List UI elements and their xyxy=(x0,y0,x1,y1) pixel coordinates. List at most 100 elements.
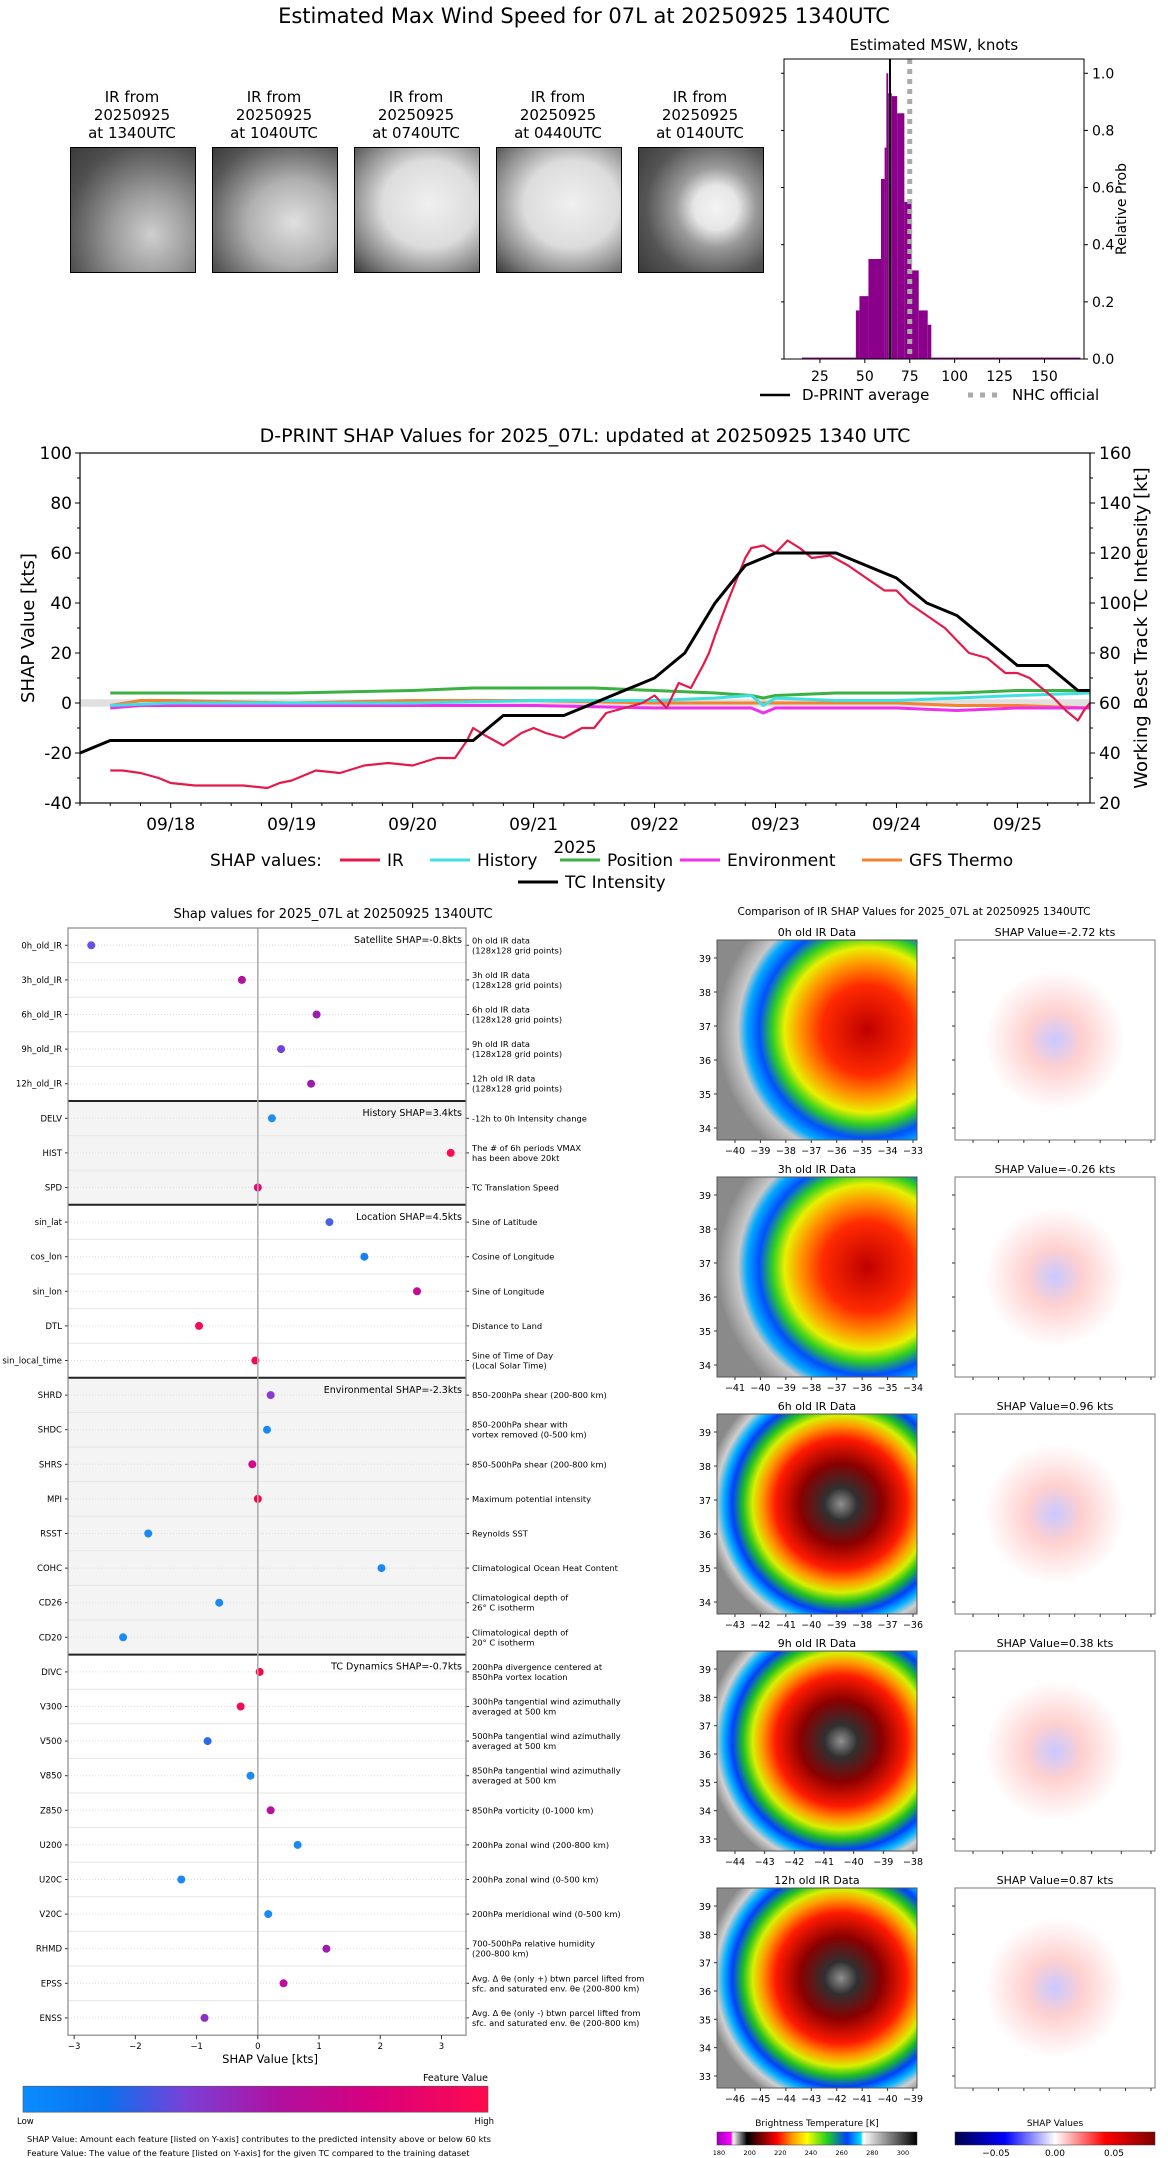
timeseries-title: D-PRINT SHAP Values for 2025_07L: update… xyxy=(260,425,911,447)
ytick-label: 60 xyxy=(50,544,72,564)
feature-name: SPD xyxy=(45,1184,63,1194)
main-title: Estimated Max Wind Speed for 07L at 2025… xyxy=(278,4,890,28)
ir-xtick-label: −41 xyxy=(814,1857,834,1868)
histogram-xtick-label: 25 xyxy=(811,369,829,385)
ir-panel-image xyxy=(716,1176,918,1378)
feature-xtick-label: 0 xyxy=(255,2042,260,2052)
feature-name: CD26 xyxy=(39,1599,62,1609)
timeseries-xlabel: 2025 xyxy=(553,838,596,858)
bt-colorbar-tick: 200 xyxy=(743,2149,755,2157)
bt-colorbar xyxy=(716,2131,918,2146)
ir-ytick-label: 34 xyxy=(699,1361,711,1372)
ir-ytick-label: 36 xyxy=(699,1293,711,1304)
feature-shap-dot xyxy=(264,1910,273,1919)
shap-timeseries-chart: D-PRINT SHAP Values for 2025_07L: update… xyxy=(18,425,1152,893)
shap-panel-image xyxy=(954,1650,1156,1852)
feature-description: 0h old IR data xyxy=(472,935,530,945)
feature-shap-dot xyxy=(263,1425,271,1434)
feature-description: 850-200hPa shear with xyxy=(472,1420,568,1430)
ir-thumbnail-label: IR from 20250925 at 0440UTC xyxy=(514,88,602,142)
histogram-bar xyxy=(859,296,869,359)
ir-xtick-label: −40 xyxy=(801,1620,821,1631)
ir-thumbnail-label: IR from 20250925 at 1340UTC xyxy=(88,88,176,142)
feature-shap-dot xyxy=(293,1840,302,1849)
ir-xtick-label: −41 xyxy=(852,2094,872,2105)
feature-colorbar-title: Feature Value xyxy=(423,2073,488,2084)
feature-description: 6h old IR data xyxy=(472,1005,530,1015)
ir-panel-image xyxy=(716,1887,918,2089)
feature-name: RHMD xyxy=(36,1945,63,1955)
feature-shap-dot xyxy=(266,1391,275,1400)
ir-ytick-label: 35 xyxy=(699,1090,711,1101)
ir-panel-image xyxy=(716,939,918,1141)
ir-thumbnail-label: IR from 20250925 at 1040UTC xyxy=(230,88,318,142)
xtick-label: 09/23 xyxy=(751,815,800,835)
legend-label-tc-intensity: TC Intensity xyxy=(564,873,666,893)
ir-ytick-label: 34 xyxy=(699,1124,711,1135)
histogram-bar xyxy=(891,96,898,360)
histogram-ylabel: Relative Prob xyxy=(1114,163,1130,255)
ir-xtick-label: −46 xyxy=(725,2094,745,2105)
feature-shap-dot xyxy=(267,1114,276,1123)
ir-ytick-label: 35 xyxy=(699,2015,711,2026)
feature-description: has been above 20kt xyxy=(472,1153,560,1163)
feature-name: 0h_old_IR xyxy=(21,941,62,951)
feature-xtick-label: 3 xyxy=(439,2042,444,2052)
ir-ytick-label: 34 xyxy=(699,1807,711,1818)
ir-thumbnail-image xyxy=(70,147,196,273)
feature-description: 9h old IR data xyxy=(472,1039,530,1049)
ir-ytick-label: 38 xyxy=(699,1930,711,1941)
feature-name: DTL xyxy=(46,1322,63,1332)
feature-name: U200 xyxy=(40,1841,62,1851)
ir-panel-title: 12h old IR Data xyxy=(774,1874,859,1887)
ir-ytick-label: 33 xyxy=(699,2072,711,2083)
bt-colorbar-tick: 300 xyxy=(897,2149,909,2157)
feature-description: (128x128 grid points) xyxy=(472,980,562,990)
histogram-bar xyxy=(886,73,889,360)
xtick-label: 09/19 xyxy=(267,815,316,835)
feature-name: COHC xyxy=(37,1564,62,1574)
ir-xtick-label: −43 xyxy=(725,1620,745,1631)
histogram-bar xyxy=(801,357,856,359)
shap-panel-title: SHAP Value=-0.26 kts xyxy=(995,1163,1116,1176)
feature-shap-dot xyxy=(266,1806,275,1815)
histogram-bar xyxy=(868,259,882,359)
feature-name: V850 xyxy=(40,1772,62,1782)
ir-xtick-label: −42 xyxy=(750,1620,770,1631)
feature-description: 300hPa tangential wind azimuthally xyxy=(472,1697,621,1707)
feature-shap-dot xyxy=(195,1321,204,1330)
ytick-label: 100 xyxy=(40,444,72,464)
feature-name: DELV xyxy=(40,1114,62,1124)
xtick-label: 09/25 xyxy=(993,815,1042,835)
ir-thumbnail-label: IR from 20250925 at 0140UTC xyxy=(656,88,744,142)
feature-description: (128x128 grid points) xyxy=(472,1084,562,1094)
ir-xtick-label: −44 xyxy=(725,1857,745,1868)
feature-shap-dot xyxy=(325,1218,334,1227)
ir-xtick-label: −43 xyxy=(755,1857,775,1868)
feature-shap-dot xyxy=(446,1148,455,1157)
ir-xtick-label: −38 xyxy=(903,1857,923,1868)
histogram-ytick-label: 0.4 xyxy=(1092,238,1114,254)
feature-shap-dot xyxy=(177,1875,186,1884)
ir-xtick-label: −38 xyxy=(801,1383,821,1394)
histogram-xtick-label: 50 xyxy=(856,369,874,385)
y2tick-label: 80 xyxy=(1099,644,1121,664)
feature-description: Climatological depth of xyxy=(472,1593,569,1603)
ytick-label: 0 xyxy=(61,694,72,714)
feature-note: Feature Value: The value of the feature … xyxy=(27,2148,470,2158)
feature-xtick-label: −2 xyxy=(129,2042,142,2052)
ir-ytick-label: 39 xyxy=(699,1428,711,1439)
feature-description: Sine of Longitude xyxy=(472,1286,544,1296)
feature-xlabel: SHAP Value [kts] xyxy=(222,2052,318,2066)
feature-name: SHRD xyxy=(38,1391,63,1401)
series-ir-line xyxy=(110,539,1091,790)
feature-shap-dot xyxy=(236,1702,245,1711)
ir-comparison-title: Comparison of IR SHAP Values for 2025_07… xyxy=(738,906,1091,918)
xtick-label: 09/24 xyxy=(872,815,921,835)
feature-name: RSST xyxy=(40,1530,63,1540)
feature-name: MPI xyxy=(47,1495,62,1505)
ytick-label: -20 xyxy=(44,744,72,764)
legend-label-ir: IR xyxy=(387,851,404,871)
feature-name: cos_lon xyxy=(30,1253,62,1263)
ir-ytick-label: 36 xyxy=(699,1056,711,1067)
